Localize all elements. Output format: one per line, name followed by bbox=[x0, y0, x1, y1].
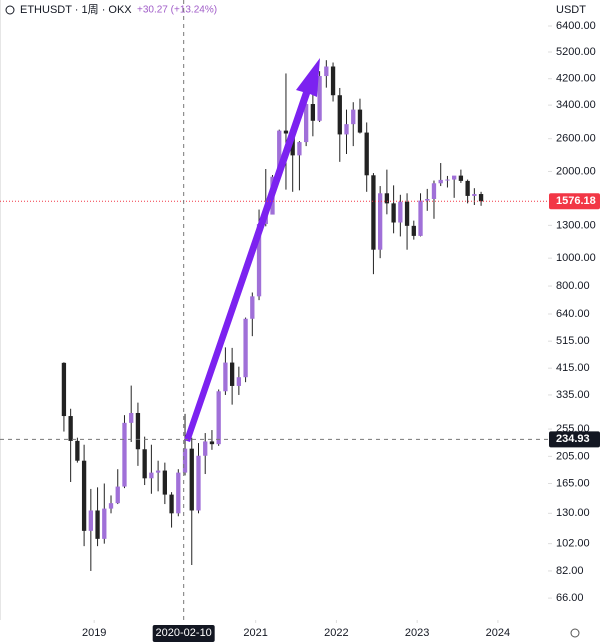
x-tick-label: 2021 bbox=[243, 627, 267, 639]
y-tick-label: 415.00 bbox=[556, 362, 590, 374]
candle-body bbox=[169, 494, 174, 514]
candle-body bbox=[256, 224, 262, 297]
last-price-box bbox=[549, 193, 600, 210]
y-tick-label: 640.00 bbox=[556, 308, 590, 320]
candle-body bbox=[95, 510, 100, 539]
x-tick-label: 2019 bbox=[82, 627, 106, 639]
collapse-icon[interactable] bbox=[5, 5, 15, 15]
candle-body bbox=[122, 422, 127, 487]
candle-body bbox=[149, 472, 154, 479]
candle-body bbox=[330, 66, 336, 96]
settings-icon[interactable] bbox=[570, 628, 580, 638]
change-label: +30.27 (+13.24%) bbox=[137, 5, 217, 16]
x-tick-label: 2023 bbox=[405, 627, 429, 639]
y-tick-label: 165.00 bbox=[556, 477, 590, 489]
candle-body bbox=[472, 194, 477, 196]
x-tick-label: 2022 bbox=[324, 627, 348, 639]
candle-body bbox=[438, 179, 443, 184]
y-tick-label: 2600.00 bbox=[556, 133, 596, 145]
candle-body bbox=[142, 449, 147, 479]
candle-body bbox=[68, 416, 73, 441]
candle-body bbox=[216, 391, 221, 445]
x-tick-label: 2024 bbox=[486, 627, 510, 639]
candle-body bbox=[135, 412, 141, 450]
candle-body bbox=[283, 130, 289, 134]
candle-body bbox=[223, 362, 228, 392]
candle-body bbox=[465, 180, 470, 196]
candle-body bbox=[229, 362, 235, 386]
candle-body bbox=[357, 109, 363, 133]
candle-body bbox=[75, 440, 80, 461]
y-tick-label: 800.00 bbox=[556, 280, 590, 292]
crosshair-date-label: 2020-02-10 bbox=[156, 627, 212, 639]
y-tick-label: 205.00 bbox=[556, 450, 590, 462]
arrow-annotation bbox=[184, 58, 320, 442]
candle-body bbox=[391, 203, 396, 223]
candle-body bbox=[404, 201, 410, 226]
candle-body bbox=[277, 130, 282, 177]
y-tick-label: 2000.00 bbox=[556, 165, 596, 177]
candle-body bbox=[425, 199, 430, 201]
candle-body bbox=[176, 472, 181, 514]
y-tick-label: 82.00 bbox=[556, 565, 584, 577]
candle-body bbox=[337, 95, 342, 135]
candle-body bbox=[303, 104, 309, 143]
y-tick-label: 6400.00 bbox=[556, 20, 596, 32]
candle-body bbox=[129, 412, 134, 423]
crosshair-price-label: 234.93 bbox=[556, 433, 590, 445]
candle-body bbox=[189, 448, 194, 511]
y-tick-label: 515.00 bbox=[556, 335, 590, 347]
last-price-label: 1576.18 bbox=[556, 195, 596, 207]
y-tick-label: 1300.00 bbox=[556, 219, 596, 231]
y-tick-label: 335.00 bbox=[556, 389, 590, 401]
candle-body bbox=[378, 193, 383, 250]
y-tick-label: 3400.00 bbox=[556, 99, 596, 111]
y-tick-label: 66.00 bbox=[556, 592, 584, 604]
candle-body bbox=[478, 194, 484, 202]
candle-body bbox=[317, 76, 322, 121]
crosshair-date-box bbox=[152, 625, 215, 642]
y-tick-label: 5200.00 bbox=[556, 46, 596, 58]
crosshair-price-box bbox=[549, 431, 600, 448]
y-tick-label: 102.00 bbox=[556, 538, 590, 550]
candle-body bbox=[297, 142, 302, 156]
candle-body bbox=[108, 503, 114, 509]
candle-body bbox=[243, 318, 248, 378]
candle-body bbox=[371, 175, 376, 250]
candle-body bbox=[411, 225, 416, 236]
candle-body bbox=[344, 124, 349, 135]
candle-body bbox=[196, 455, 201, 511]
candle-body bbox=[115, 486, 120, 504]
candle-body bbox=[445, 179, 450, 181]
candle-body bbox=[81, 460, 87, 531]
candle-body bbox=[452, 175, 457, 180]
candle-body bbox=[310, 104, 316, 121]
candle-body bbox=[162, 470, 167, 495]
candle-body bbox=[290, 133, 295, 156]
y-tick-label: 130.00 bbox=[556, 507, 590, 519]
candle-body bbox=[351, 109, 356, 125]
candle-body bbox=[384, 193, 390, 204]
candle-body bbox=[418, 200, 423, 236]
candle-body bbox=[102, 508, 107, 539]
candle-body bbox=[364, 132, 369, 176]
candle-body bbox=[250, 296, 255, 319]
y-tick-label: 4200.00 bbox=[556, 73, 596, 85]
candle-body bbox=[398, 201, 403, 223]
candle-body bbox=[324, 66, 329, 77]
candle-body bbox=[203, 441, 208, 456]
candle-body bbox=[236, 377, 242, 386]
candle-body bbox=[182, 448, 188, 473]
currency-label: USDT bbox=[556, 4, 586, 16]
candle-body bbox=[155, 470, 161, 473]
candle-body bbox=[88, 510, 93, 531]
candle-body bbox=[209, 441, 215, 445]
chart-title: ETHUSDT · 1周 · OKX bbox=[20, 3, 132, 16]
y-tick-label: 1000.00 bbox=[556, 252, 596, 264]
candle-body bbox=[431, 183, 437, 200]
candle-body bbox=[61, 362, 67, 417]
candle-body bbox=[458, 175, 464, 181]
